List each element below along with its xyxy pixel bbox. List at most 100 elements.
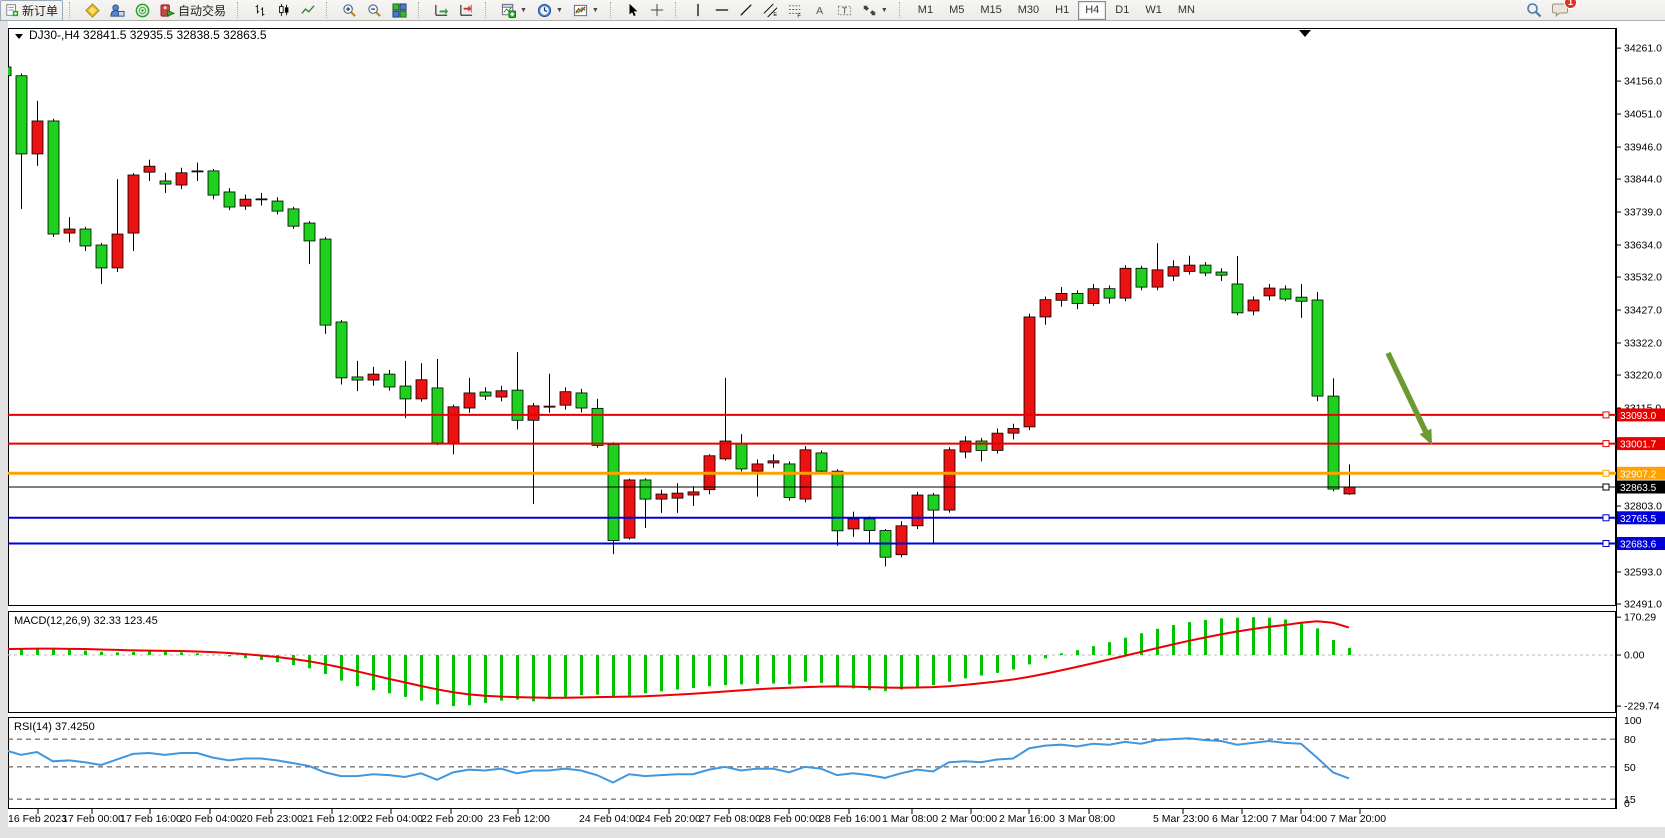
crosshair-tool-button[interactable] (645, 0, 669, 21)
timeframe-button-w1[interactable]: W1 (1145, 3, 1162, 16)
indicators-icon (573, 3, 588, 18)
notification-badge: 1 (1564, 0, 1577, 9)
rsi-axis-label: 100 (1624, 715, 1642, 727)
candle-bullish (415, 379, 428, 400)
auto-trading-icon (160, 3, 176, 18)
main-chart-panel[interactable] (8, 28, 1616, 606)
chart-title: DJ30-,H4 32841.5 32935.5 32838.5 32863.5 (29, 28, 267, 42)
price-level-line-33093.0-handle[interactable] (1602, 411, 1610, 419)
market-button[interactable] (105, 0, 130, 21)
timeframe-button-m1[interactable]: M1 (917, 3, 934, 16)
time-axis-label: 6 Mar 12:00 (1212, 813, 1268, 825)
separator (418, 2, 426, 18)
new-order-label: 新订单 (22, 3, 59, 18)
chart-shift-marker[interactable] (1299, 30, 1311, 37)
trendline-tool-button[interactable] (734, 0, 758, 21)
rsi-axis-label: 15 (1624, 794, 1636, 806)
timeframe-button-m15[interactable]: M15 (980, 3, 1002, 16)
price-level-line-33093.0-badge-label: 33093.0 (1620, 411, 1657, 422)
line-chart-icon (301, 3, 315, 17)
candle-bullish (623, 479, 636, 539)
chart-shift-icon (459, 3, 474, 18)
text-tool-button[interactable]: A (808, 0, 832, 21)
line-chart-mode-button[interactable] (296, 0, 320, 21)
new-chart-button[interactable]: ▼ (496, 0, 532, 21)
signals-button[interactable] (130, 0, 155, 21)
new-order-button[interactable]: 新订单 (0, 0, 64, 21)
indicators-button[interactable]: ▼ (568, 0, 604, 21)
candle-bearish (831, 470, 844, 532)
candlestick-mode-button[interactable] (272, 0, 296, 21)
candle-bullish (127, 174, 140, 234)
price-level-line-32683.6-handle[interactable] (1602, 540, 1610, 548)
horizontal-line-tool-button[interactable] (710, 0, 734, 21)
candle-bullish (1343, 486, 1356, 495)
price-level-line-33001.7-handle[interactable] (1602, 440, 1610, 448)
text-label-tool-button[interactable]: T (832, 0, 857, 21)
zoom-out-button[interactable] (362, 0, 387, 21)
vertical-line-icon (691, 3, 705, 17)
bar-chart-mode-button[interactable] (248, 0, 272, 21)
down-arrow-annotation[interactable] (1385, 351, 1429, 433)
candle-bearish (1295, 296, 1308, 302)
chat-button[interactable]: 1 (1552, 0, 1577, 20)
candle-bullish (543, 405, 556, 408)
price-axis-label: 33427.0 (1624, 305, 1662, 317)
candle-bullish (1247, 299, 1260, 312)
price-axis-label: 34156.0 (1624, 76, 1662, 88)
candle-bullish (111, 233, 124, 269)
chart-shift-button[interactable] (454, 0, 479, 21)
timeframe-button-mn[interactable]: MN (1177, 3, 1195, 16)
candle-bearish (607, 444, 620, 541)
auto-scroll-icon (434, 3, 449, 18)
current-price-line-handle[interactable] (1602, 483, 1610, 491)
price-level-line-32765.5-handle[interactable] (1602, 514, 1610, 522)
candle-bullish (1167, 266, 1180, 277)
metaeditor-button[interactable] (80, 0, 105, 21)
candle-bullish (1263, 287, 1276, 297)
timeframe-button-h4[interactable]: H4 (1078, 0, 1107, 20)
down-arrow-annotation-head[interactable] (1419, 428, 1432, 445)
candle-bullish (767, 460, 780, 464)
metaeditor-icon (85, 2, 100, 18)
price-axis-label: 34051.0 (1624, 109, 1662, 121)
candle-bearish (975, 440, 988, 451)
bar-chart-icon (253, 3, 267, 17)
search-icon[interactable] (1526, 2, 1542, 18)
timeframe-button-m5[interactable]: M5 (949, 3, 965, 16)
macd-panel[interactable] (8, 611, 1616, 713)
time-axis-label: 7 Mar 20:00 (1330, 813, 1386, 825)
tile-windows-button[interactable] (387, 0, 412, 21)
candle-bearish (79, 228, 92, 247)
timeframe-button-d1[interactable]: D1 (1115, 3, 1130, 16)
candle-bearish (207, 170, 220, 196)
auto-trading-button[interactable]: 自动交易 (155, 0, 231, 21)
price-axis-label: 33322.0 (1624, 338, 1662, 350)
candle-bullish (527, 405, 540, 421)
cursor-tool-button[interactable] (621, 0, 645, 21)
zoom-in-button[interactable] (337, 0, 362, 21)
price-axis-label: 32491.0 (1624, 599, 1662, 611)
candle-bearish (639, 479, 652, 500)
candle-bullish (895, 525, 908, 556)
arrows-tool-button[interactable]: ▼ (857, 0, 893, 21)
separator (237, 2, 245, 18)
vertical-line-tool-button[interactable] (686, 0, 710, 21)
price-level-line-33001.7-badge-label: 33001.7 (1620, 440, 1657, 451)
profiles-button[interactable]: ▼ (532, 0, 568, 21)
timeframe-button-m30[interactable]: M30 (1017, 3, 1040, 16)
price-level-line-33001.7-badge (1617, 437, 1665, 451)
candle-bullish (31, 120, 44, 155)
fibonacci-tool-button[interactable]: F (783, 0, 808, 21)
candle-bearish (0, 66, 12, 77)
equidistant-channel-tool-button[interactable]: E (758, 0, 783, 21)
rsi-panel[interactable] (8, 717, 1616, 809)
candle-bearish (335, 321, 348, 379)
auto-scroll-button[interactable] (429, 0, 454, 21)
price-level-line-32907.2-handle[interactable] (1602, 469, 1610, 477)
clock-icon (537, 3, 552, 18)
candle-bullish (255, 198, 268, 201)
chart-title-collapse-icon[interactable] (15, 34, 23, 39)
timeframe-button-h1[interactable]: H1 (1055, 3, 1070, 16)
candle-bullish (239, 198, 252, 207)
